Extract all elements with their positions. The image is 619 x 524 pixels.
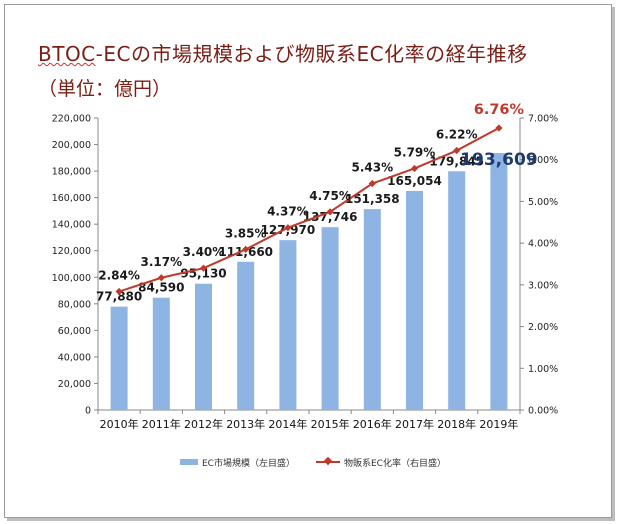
left-tick-label: 0	[85, 406, 91, 417]
line-data-label: 5.79%	[394, 145, 436, 159]
bar-ec-market-3	[237, 261, 255, 410]
left-tick-label: 220,000	[52, 114, 91, 125]
bar-data-label: 137,746	[303, 210, 358, 224]
right-tick-label: 4.00%	[528, 239, 558, 250]
left-tick-label: 40,000	[58, 352, 91, 363]
bar-ec-market-9	[490, 153, 508, 410]
legend-bar-label: EC市場規模（左目盛）	[202, 459, 295, 469]
x-tick-label: 2017年	[395, 417, 434, 431]
line-data-label: 4.37%	[267, 205, 309, 219]
line-data-label: 6.22%	[436, 128, 478, 142]
line-data-label: 6.76%	[474, 102, 525, 118]
x-tick-label: 2012年	[184, 417, 223, 431]
left-tick-label: 120,000	[52, 246, 91, 257]
right-tick-label: 2.00%	[528, 322, 558, 333]
line-ec-rate	[118, 127, 500, 293]
line-marker	[326, 208, 334, 216]
bar-data-label: 193,609	[460, 150, 537, 170]
x-tick-label: 2019年	[479, 417, 518, 431]
left-tick-label: 200,000	[52, 140, 91, 151]
line-data-label: 3.40%	[183, 245, 225, 259]
x-tick-label: 2016年	[353, 417, 392, 431]
bar-ec-market-4	[279, 240, 297, 410]
right-tick-label: 3.00%	[528, 280, 558, 291]
line-marker	[242, 245, 250, 253]
right-tick-label: 7.00%	[528, 114, 558, 125]
left-tick-label: 180,000	[52, 167, 91, 178]
line-marker	[284, 224, 292, 232]
line-marker	[157, 274, 165, 282]
bar-data-label: 151,358	[345, 192, 400, 206]
bar-ec-market-5	[321, 227, 339, 410]
bar-ec-market-6	[363, 209, 381, 410]
right-tick-label: 5.00%	[528, 197, 558, 208]
right-tick-label: 1.00%	[528, 364, 558, 375]
legend-line-marker	[323, 456, 333, 466]
left-tick-label: 160,000	[52, 193, 91, 204]
x-tick-label: 2015年	[311, 417, 350, 431]
chart-title: BTOC-ECの市場規模および物販系EC化率の経年推移	[38, 38, 528, 67]
line-marker	[410, 164, 419, 173]
line-marker	[453, 146, 461, 155]
x-tick-label: 2011年	[142, 417, 181, 431]
legend-line-label: 物販系EC化率（右目盛）	[344, 459, 446, 469]
chart-legend: EC市場規模（左目盛） 物販系EC化率（右目盛）	[0, 452, 619, 472]
x-tick-label: 2018年	[437, 417, 476, 431]
line-data-label: 5.43%	[351, 160, 393, 174]
x-tick-label: 2010年	[100, 417, 139, 431]
bar-data-label: 84,590	[138, 281, 184, 295]
bar-ec-market-8	[448, 171, 466, 410]
chart-title-prefix: BTOC	[38, 42, 96, 66]
line-marker	[495, 124, 503, 132]
left-tick-label: 140,000	[52, 220, 91, 231]
left-tick-label: 60,000	[58, 326, 91, 337]
right-tick-label: 6.00%	[528, 155, 558, 166]
line-data-label: 4.75%	[309, 189, 351, 203]
left-tick-label: 100,000	[52, 273, 91, 284]
line-marker	[199, 264, 208, 272]
chart-subtitle: （単位：億円）	[38, 78, 172, 100]
bar-data-label: 77,880	[96, 290, 142, 304]
line-marker	[115, 287, 123, 296]
chart-frame	[4, 4, 612, 518]
bar-data-label: 179,845	[429, 154, 484, 168]
line-data-label: 3.17%	[140, 255, 182, 269]
line-data-label: 3.85%	[225, 226, 267, 240]
x-tick-label: 2013年	[226, 417, 265, 431]
legend-bar-swatch	[180, 459, 198, 465]
chart-title-rest: -ECの市場規模および物販系EC化率の経年推移	[95, 42, 528, 66]
x-tick-label: 2014年	[268, 417, 307, 431]
right-tick-label: 0.00%	[528, 406, 558, 417]
line-data-label: 2.84%	[98, 269, 140, 283]
bar-ec-market-1	[152, 297, 170, 410]
bar-ec-market-7	[406, 190, 423, 410]
bar-data-label: 165,054	[387, 174, 442, 188]
line-marker	[368, 179, 376, 188]
left-tick-label: 20,000	[58, 379, 91, 390]
bar-ec-market-0	[110, 306, 128, 410]
left-tick-label: 80,000	[58, 299, 91, 310]
bar-ec-market-2	[195, 283, 212, 410]
